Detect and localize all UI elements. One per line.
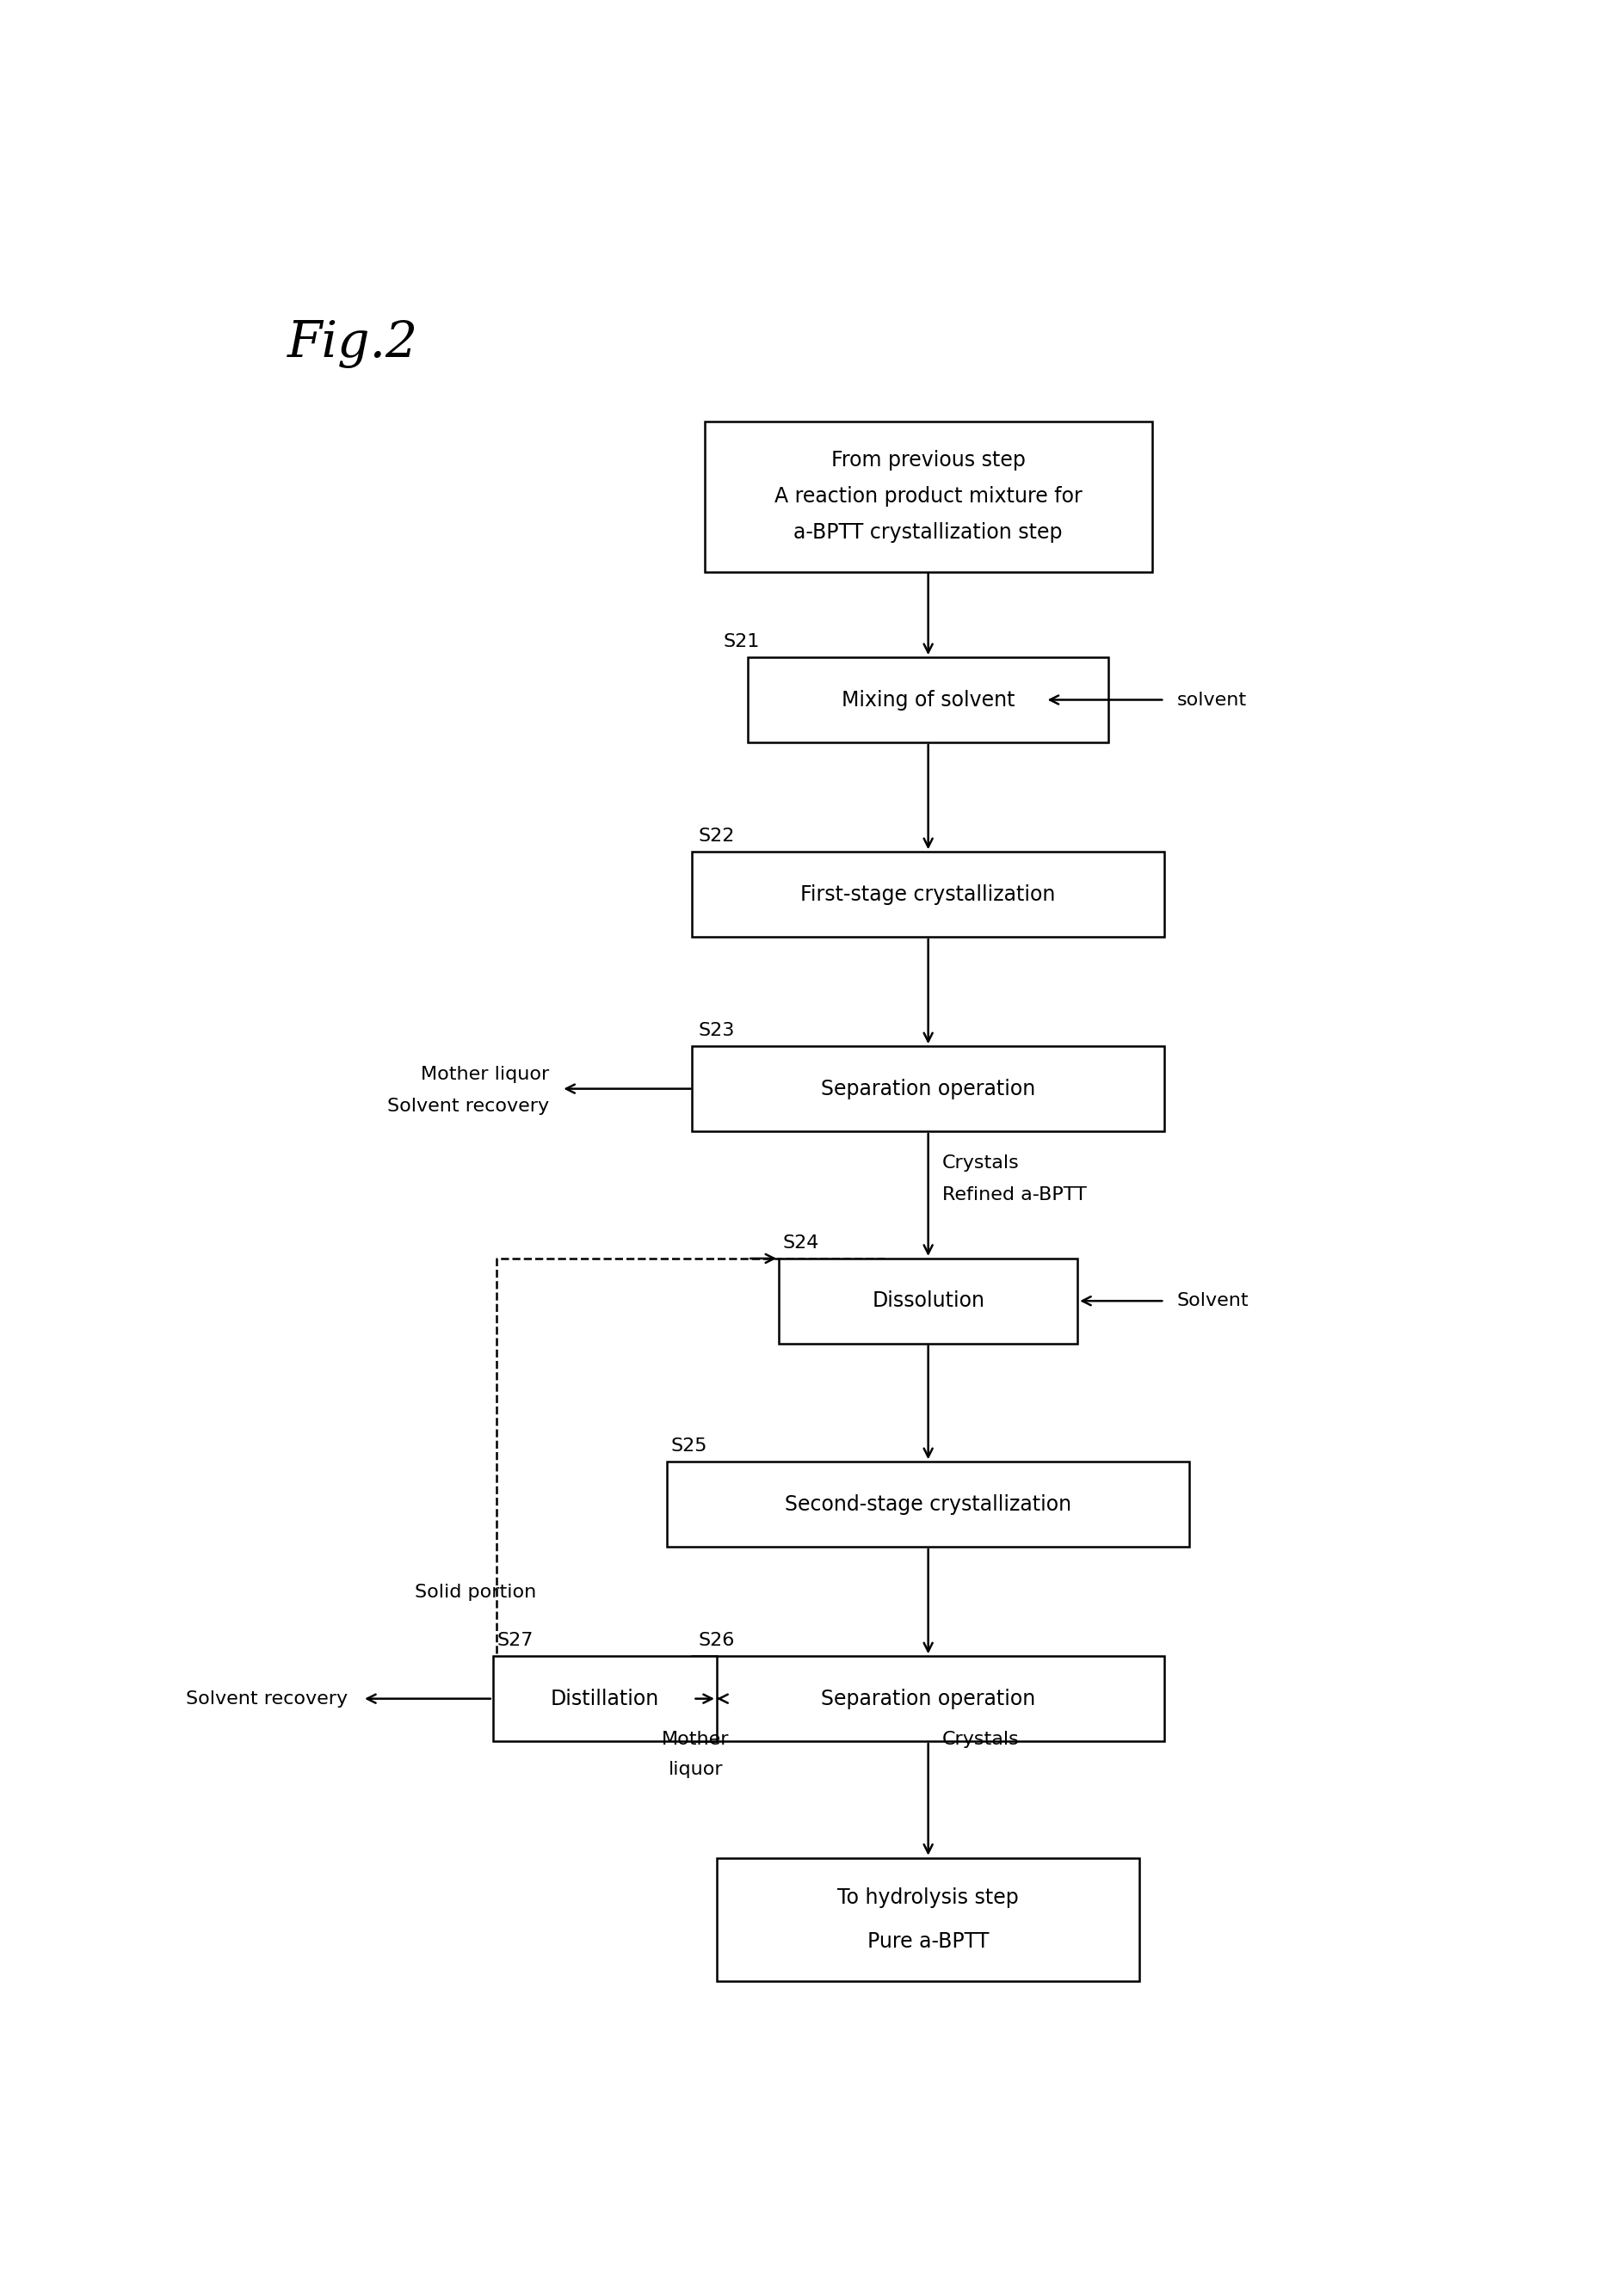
Text: To hydrolysis step: To hydrolysis step <box>837 1887 1019 1908</box>
Text: S26: S26 <box>698 1632 735 1649</box>
Text: S22: S22 <box>698 827 735 845</box>
Text: a-BPTT crystallization step: a-BPTT crystallization step <box>794 521 1062 542</box>
Text: S25: S25 <box>670 1437 707 1456</box>
Text: Crystals: Crystals <box>942 1155 1019 1171</box>
Bar <box>778 1258 1076 1343</box>
Bar <box>492 1655 717 1740</box>
Text: Second-stage crystallization: Second-stage crystallization <box>784 1495 1071 1515</box>
Text: Fig.2: Fig.2 <box>287 319 419 367</box>
Text: Distillation: Distillation <box>550 1688 659 1708</box>
Text: Mother: Mother <box>661 1731 728 1747</box>
Text: Separation operation: Separation operation <box>821 1688 1035 1708</box>
Bar <box>691 1047 1165 1132</box>
Text: Refined a-BPTT: Refined a-BPTT <box>942 1187 1086 1203</box>
Text: S23: S23 <box>698 1022 735 1040</box>
Text: Solvent: Solvent <box>1176 1293 1248 1309</box>
Text: Mixing of solvent: Mixing of solvent <box>840 689 1014 709</box>
Text: S24: S24 <box>783 1235 818 1251</box>
Text: Solvent recovery: Solvent recovery <box>387 1097 549 1116</box>
Bar <box>667 1463 1189 1548</box>
Bar <box>704 422 1152 572</box>
Bar <box>717 1857 1139 1981</box>
Bar <box>747 657 1108 742</box>
Text: S21: S21 <box>722 634 759 650</box>
Text: S27: S27 <box>496 1632 533 1649</box>
Text: Pure a-BPTT: Pure a-BPTT <box>866 1931 988 1952</box>
Bar <box>691 1655 1165 1740</box>
Text: Solid portion: Solid portion <box>415 1584 536 1600</box>
Bar <box>691 852 1165 937</box>
Text: A reaction product mixture for: A reaction product mixture for <box>773 487 1081 507</box>
Text: Crystals: Crystals <box>942 1731 1019 1747</box>
Text: solvent: solvent <box>1176 691 1246 709</box>
Text: Dissolution: Dissolution <box>871 1290 983 1311</box>
Text: First-stage crystallization: First-stage crystallization <box>800 884 1055 905</box>
Text: Solvent recovery: Solvent recovery <box>186 1690 346 1708</box>
Text: liquor: liquor <box>667 1761 723 1777</box>
Text: From previous step: From previous step <box>831 450 1025 471</box>
Text: Separation operation: Separation operation <box>821 1079 1035 1100</box>
Text: Mother liquor: Mother liquor <box>420 1065 549 1084</box>
